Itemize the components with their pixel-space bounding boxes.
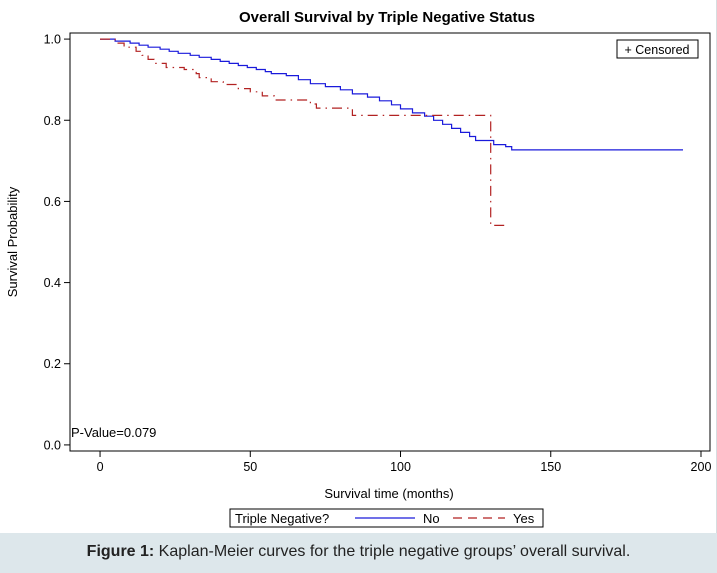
- x-tick-label: 50: [243, 460, 257, 474]
- caption-label: Figure 1:: [86, 543, 155, 560]
- x-tick-label: 0: [97, 460, 104, 474]
- censored-box: [616, 39, 699, 59]
- km-chart: Overall Survival by Triple Negative Stat…: [5, 9, 712, 528]
- chart-title: Overall Survival by Triple Negative Stat…: [239, 9, 535, 26]
- figure-panel: Overall Survival by Triple Negative Stat…: [0, 0, 717, 533]
- x-tick-label: 100: [390, 460, 411, 474]
- legend: Triple Negative? No Yes: [229, 508, 544, 528]
- legend-title: Triple Negative?: [235, 511, 329, 526]
- y-tick-label: 1.0: [44, 33, 61, 47]
- p-value-annotation: P-Value=0.079: [71, 425, 156, 440]
- x-axis-label: Survival time (months): [324, 486, 453, 501]
- plot-frame: [69, 32, 711, 452]
- y-tick-label: 0.6: [44, 195, 61, 209]
- x-tick-label: 150: [540, 460, 561, 474]
- y-tick-label: 0.8: [44, 114, 61, 128]
- figure-caption: Figure 1: Kaplan-Meier curves for the tr…: [0, 533, 717, 573]
- x-tick-label: 200: [691, 460, 712, 474]
- censored-label: + Censored: [625, 43, 690, 57]
- caption-text: Kaplan-Meier curves for the triple negat…: [154, 543, 631, 560]
- y-axis-label: Survival Probability: [5, 186, 20, 297]
- series-no-curve: [100, 38, 683, 151]
- y-tick-label: 0.0: [44, 438, 61, 452]
- y-tick-label: 0.2: [44, 357, 61, 371]
- y-tick-label: 0.4: [44, 276, 61, 290]
- legend-yes-label: Yes: [513, 511, 535, 526]
- legend-no-label: No: [423, 511, 440, 526]
- series-yes-curve: [100, 38, 506, 226]
